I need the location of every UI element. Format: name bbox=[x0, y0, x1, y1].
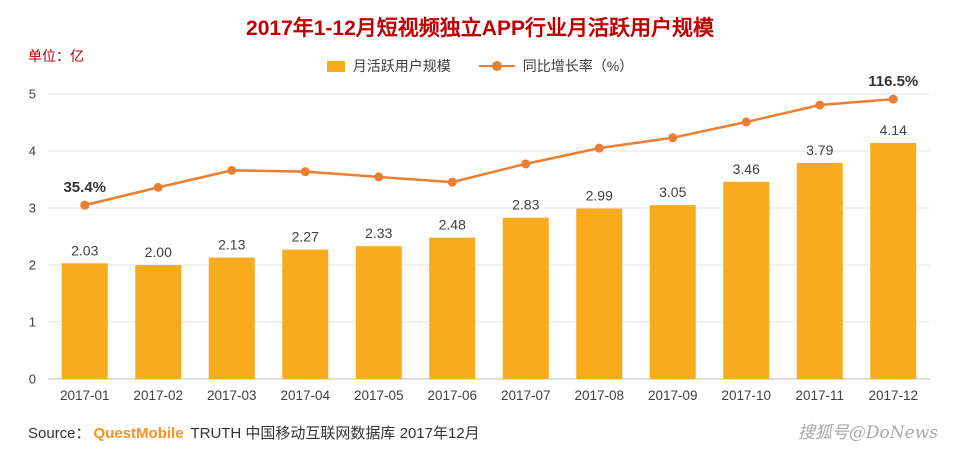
x-axis-tick-label: 2017-07 bbox=[501, 388, 551, 403]
y-axis-tick-label: 1 bbox=[29, 315, 36, 330]
growth-line bbox=[84, 97, 894, 207]
bar-value-label: 2.27 bbox=[292, 229, 319, 245]
bar bbox=[135, 265, 182, 379]
source-brand: QuestMobile bbox=[93, 425, 184, 442]
x-axis-tick-label: 2017-11 bbox=[795, 388, 844, 403]
y-axis-tick-label: 4 bbox=[29, 144, 36, 159]
x-axis-tick-label: 2017-06 bbox=[427, 388, 477, 403]
legend-item-bar: 月活跃用户规模 bbox=[326, 56, 451, 76]
bar-value-label: 3.46 bbox=[733, 161, 760, 177]
line-marker bbox=[815, 100, 825, 110]
bar-value-label: 2.33 bbox=[365, 225, 392, 241]
footer: Source： QuestMobile TRUTH 中国移动互联网数据库 2017… bbox=[28, 418, 938, 443]
line-point-label: 35.4% bbox=[63, 179, 106, 196]
bar bbox=[502, 217, 549, 379]
x-axis-tick-label: 2017-03 bbox=[207, 388, 257, 403]
line-marker bbox=[741, 117, 751, 127]
line-marker bbox=[300, 167, 310, 177]
chart-area: 0 1 2 3 4 5 2.03 2.00 2.13 2.27 2.33 2.48 2.83 2.99 3.… bbox=[0, 73, 960, 414]
x-axis-tick-label: 2017-02 bbox=[133, 388, 183, 403]
y-axis-tick-label: 2 bbox=[29, 258, 36, 273]
line-marker bbox=[374, 172, 384, 182]
legend-bar-label: 月活跃用户规模 bbox=[352, 58, 451, 74]
legend-line-label: 同比增长率（%） bbox=[522, 58, 634, 74]
chart-canvas: 0 1 2 3 4 5 2.03 2.00 2.13 2.27 2.33 2.48 2.83 2.99 3.… bbox=[29, 73, 930, 403]
bar-value-label: 4.14 bbox=[880, 122, 907, 138]
source-line: Source： QuestMobile TRUTH 中国移动互联网数据库 2017… bbox=[28, 422, 480, 443]
bar bbox=[723, 181, 770, 379]
y-axis-tick-label: 5 bbox=[29, 87, 36, 102]
bar bbox=[870, 143, 917, 379]
bar-value-label: 2.99 bbox=[586, 188, 613, 204]
x-axis-tick-label: 2017-08 bbox=[574, 388, 624, 403]
bar-value-label: 2.83 bbox=[512, 197, 539, 213]
line-marker bbox=[594, 143, 604, 153]
source-rest: TRUTH 中国移动互联网数据库 2017年12月 bbox=[186, 425, 480, 442]
line-marker bbox=[521, 159, 531, 169]
line-point-label: 116.5% bbox=[868, 73, 918, 90]
x-axis-tick-label: 2017-04 bbox=[280, 388, 330, 403]
bar bbox=[355, 246, 402, 379]
bar bbox=[61, 263, 108, 379]
line-swatch-icon bbox=[478, 61, 515, 71]
bar bbox=[576, 208, 623, 379]
bar-value-label: 3.79 bbox=[806, 142, 833, 158]
line-marker bbox=[80, 200, 90, 210]
bar-value-label: 3.05 bbox=[659, 184, 686, 200]
source-prefix: Source： bbox=[28, 425, 91, 442]
line-marker bbox=[447, 177, 457, 187]
line-marker bbox=[153, 182, 163, 192]
line-marker bbox=[227, 165, 237, 175]
chart-title: 2017年1-12月短视频独立APP行业月活跃用户规模 bbox=[246, 17, 714, 40]
bar-value-label: 2.48 bbox=[439, 217, 466, 233]
x-axis-tick-label: 2017-09 bbox=[648, 388, 698, 403]
bar bbox=[796, 162, 843, 379]
bar-swatch-icon bbox=[326, 60, 345, 72]
bar-value-label: 2.03 bbox=[71, 242, 98, 258]
bar-value-label: 2.00 bbox=[145, 244, 172, 260]
bar-value-label: 2.13 bbox=[218, 237, 245, 253]
bar bbox=[649, 205, 696, 379]
watermark: 搜狐号@DoNews bbox=[797, 423, 938, 443]
y-axis-tick-label: 0 bbox=[29, 372, 36, 387]
x-axis-tick-label: 2017-10 bbox=[721, 388, 771, 403]
bar bbox=[208, 257, 255, 379]
line-marker-icon bbox=[491, 61, 502, 71]
x-axis-tick-label: 2017-05 bbox=[354, 388, 404, 403]
line-marker bbox=[668, 133, 678, 143]
unit-label: 单位：亿 bbox=[28, 48, 84, 64]
line-marker bbox=[888, 94, 898, 104]
bar bbox=[429, 237, 476, 379]
bar bbox=[282, 249, 329, 379]
legend: 月活跃用户规模 同比增长率（%） bbox=[0, 57, 960, 75]
x-axis-tick-label: 2017-01 bbox=[60, 388, 110, 403]
x-axis-tick-label: 2017-12 bbox=[868, 388, 918, 403]
legend-item-line: 同比增长率（%） bbox=[478, 56, 634, 76]
y-axis-tick-label: 3 bbox=[29, 201, 36, 216]
